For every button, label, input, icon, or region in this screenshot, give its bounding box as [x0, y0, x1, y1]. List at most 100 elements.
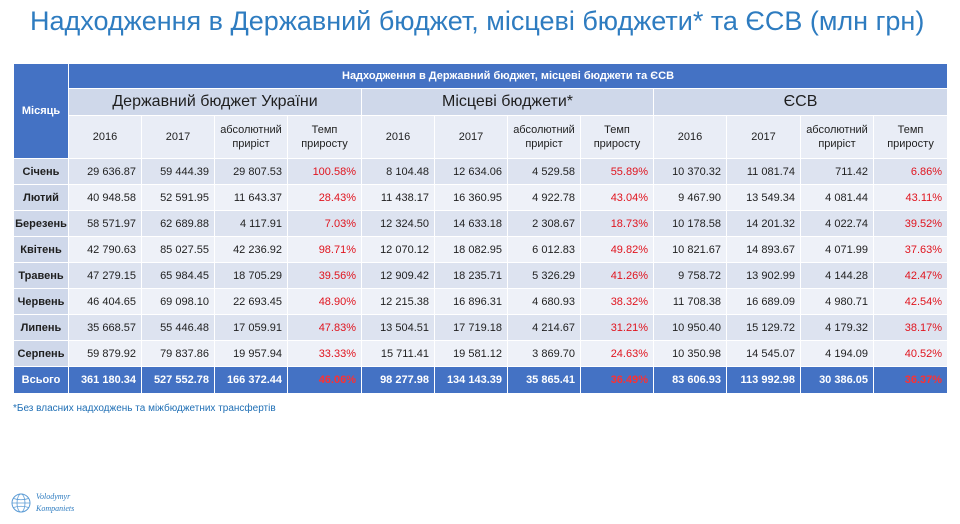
- month-label: Квітень: [13, 236, 69, 263]
- budget-table: Місяць Надходження в Державний бюджет, м…: [13, 63, 949, 394]
- value-cell: 11 081.74: [726, 158, 801, 185]
- value-cell: 4 144.28: [800, 262, 874, 289]
- growth-rate-cell: 42.54%: [872, 288, 949, 315]
- growth-rate-cell: 38.17%: [872, 314, 949, 341]
- value-cell: 11 708.38: [653, 288, 727, 315]
- growth-rate-cell: 40.52%: [872, 340, 949, 367]
- growth-rate-cell: 6.86%: [872, 158, 949, 185]
- value-cell: 4 071.99: [800, 236, 874, 263]
- growth-rate-cell: 28.43%: [287, 184, 362, 211]
- value-cell: 6 012.83: [507, 236, 581, 263]
- value-cell: 55 446.48: [141, 314, 215, 341]
- value-cell: 83 606.93: [653, 366, 727, 394]
- growth-rate-cell: 43.11%: [872, 184, 949, 211]
- value-cell: 4 529.58: [507, 158, 581, 185]
- value-cell: 15 129.72: [726, 314, 801, 341]
- value-cell: 35 865.41: [507, 366, 581, 394]
- total-row: Всього 361 180.34 527 552.78 166 372.44 46.0…: [13, 366, 949, 394]
- month-label: Червень: [13, 288, 69, 315]
- value-cell: 4 922.78: [507, 184, 581, 211]
- growth-rate-cell: 49.82%: [580, 236, 654, 263]
- subheader-cell: 2017: [726, 115, 801, 159]
- value-cell: 22 693.45: [214, 288, 288, 315]
- value-cell: 14 633.18: [434, 210, 508, 237]
- value-cell: 46 404.65: [68, 288, 142, 315]
- value-cell: 134 143.39: [434, 366, 508, 394]
- growth-rate-cell: 33.33%: [287, 340, 362, 367]
- value-cell: 12 909.42: [361, 262, 435, 289]
- subheader-cell: Темп приросту: [287, 115, 362, 159]
- value-cell: 69 098.10: [141, 288, 215, 315]
- value-cell: 11 643.37: [214, 184, 288, 211]
- group-header-local: Місцеві бюджети*: [361, 88, 654, 116]
- value-cell: 58 571.97: [68, 210, 142, 237]
- subheader-cell: абсолютний приріст: [507, 115, 581, 159]
- value-cell: 12 324.50: [361, 210, 435, 237]
- value-cell: 19 957.94: [214, 340, 288, 367]
- value-cell: 19 581.12: [434, 340, 508, 367]
- subheader-cell: Темп приросту: [872, 115, 949, 159]
- growth-rate-cell: 36.37%: [872, 366, 949, 394]
- table-row: Червень 46 404.65 69 098.10 22 693.45 48.90%…: [13, 288, 949, 315]
- subheader-cell: 2017: [434, 115, 508, 159]
- value-cell: 4 194.09: [800, 340, 874, 367]
- value-cell: 52 591.95: [141, 184, 215, 211]
- value-cell: 5 326.29: [507, 262, 581, 289]
- value-cell: 9 758.72: [653, 262, 727, 289]
- value-cell: 16 360.95: [434, 184, 508, 211]
- value-cell: 4 179.32: [800, 314, 874, 341]
- month-label: Серпень: [13, 340, 69, 367]
- subheader-cell: 2016: [68, 115, 142, 159]
- table-row: Липень 35 668.57 55 446.48 17 059.91 47.83% 1…: [13, 314, 949, 341]
- subheader-cell: абсолютний приріст: [214, 115, 288, 159]
- growth-rate-cell: 55.89%: [580, 158, 654, 185]
- footnote: *Без власних надходжень та міжбюджетних …: [13, 403, 276, 414]
- growth-rate-cell: 41.26%: [580, 262, 654, 289]
- value-cell: 4 117.91: [214, 210, 288, 237]
- group-header-state: Державний бюджет України: [68, 88, 362, 116]
- subheader-cell: 2016: [361, 115, 435, 159]
- growth-rate-cell: 42.47%: [872, 262, 949, 289]
- value-cell: 30 386.05: [800, 366, 874, 394]
- growth-rate-cell: 48.90%: [287, 288, 362, 315]
- growth-rate-cell: 100.58%: [287, 158, 362, 185]
- value-cell: 59 879.92: [68, 340, 142, 367]
- value-cell: 4 081.44: [800, 184, 874, 211]
- subheader-cell: 2016: [653, 115, 727, 159]
- value-cell: 4 214.67: [507, 314, 581, 341]
- value-cell: 65 984.45: [141, 262, 215, 289]
- value-cell: 18 082.95: [434, 236, 508, 263]
- budget-table-wrapper: Місяць Надходження в Державний бюджет, м…: [13, 63, 949, 394]
- growth-rate-cell: 31.21%: [580, 314, 654, 341]
- growth-rate-cell: 36.49%: [580, 366, 654, 394]
- value-cell: 62 689.88: [141, 210, 215, 237]
- value-cell: 8 104.48: [361, 158, 435, 185]
- value-cell: 113 992.98: [726, 366, 801, 394]
- table-row: Квітень 42 790.63 85 027.55 42 236.92 98.71%…: [13, 236, 949, 263]
- growth-rate-cell: 18.73%: [580, 210, 654, 237]
- value-cell: 9 467.90: [653, 184, 727, 211]
- value-cell: 17 059.91: [214, 314, 288, 341]
- growth-rate-cell: 37.63%: [872, 236, 949, 263]
- page-title: Надходження в Державний бюджет, місцеві …: [30, 6, 925, 36]
- value-cell: 10 178.58: [653, 210, 727, 237]
- value-cell: 42 790.63: [68, 236, 142, 263]
- value-cell: 29 807.53: [214, 158, 288, 185]
- value-cell: 17 719.18: [434, 314, 508, 341]
- value-cell: 711.42: [800, 158, 874, 185]
- value-cell: 16 896.31: [434, 288, 508, 315]
- growth-rate-cell: 47.83%: [287, 314, 362, 341]
- month-label: Січень: [13, 158, 69, 185]
- table-row: Серпень 59 879.92 79 837.86 19 957.94 33.33%…: [13, 340, 949, 367]
- growth-rate-cell: 46.06%: [287, 366, 362, 394]
- value-cell: 12 634.06: [434, 158, 508, 185]
- table-row: Січень 29 636.87 59 444.39 29 807.53 100.58%…: [13, 158, 949, 185]
- value-cell: 13 549.34: [726, 184, 801, 211]
- value-cell: 18 705.29: [214, 262, 288, 289]
- table-row: Лютий 40 948.58 52 591.95 11 643.37 28.43% 11…: [13, 184, 949, 211]
- globe-logo-icon: Volodymyr Kompaniets: [10, 486, 100, 520]
- month-label: Липень: [13, 314, 69, 341]
- value-cell: 11 438.17: [361, 184, 435, 211]
- value-cell: 16 689.09: [726, 288, 801, 315]
- value-cell: 13 902.99: [726, 262, 801, 289]
